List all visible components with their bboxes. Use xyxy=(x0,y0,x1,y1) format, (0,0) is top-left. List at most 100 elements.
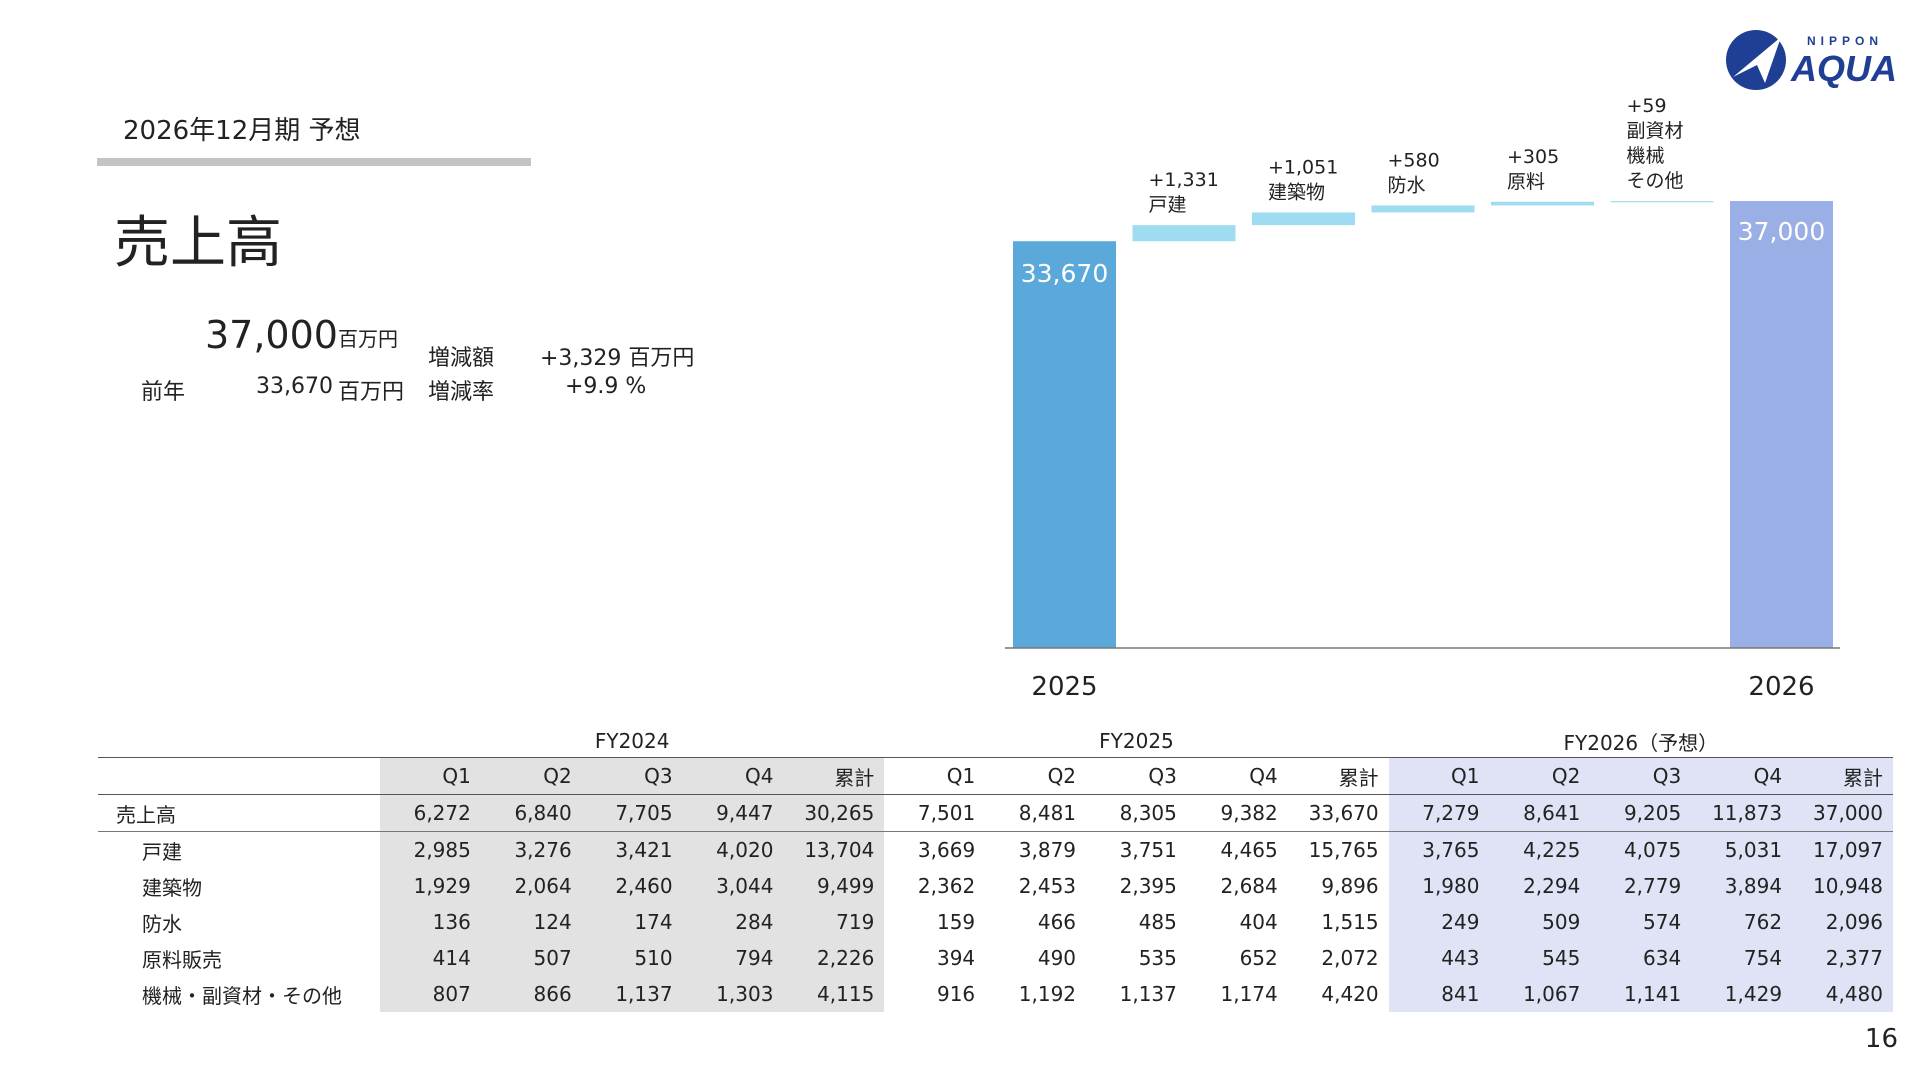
step-label: +59 xyxy=(1627,95,1667,117)
table-row: 防水 136 124 174 284 719 159 466 485 404 1,515 249 509… xyxy=(98,904,1893,940)
table-cell: 4,020 xyxy=(682,831,784,868)
table-cell: 124 xyxy=(480,904,582,940)
table-cell: 762 xyxy=(1691,904,1793,940)
table-cell: 574 xyxy=(1590,904,1692,940)
table-cell: 7,279 xyxy=(1388,794,1490,832)
step-label: +305 xyxy=(1507,146,1559,168)
page-number: 16 xyxy=(1864,1024,1898,1054)
table-cell: 535 xyxy=(1138,946,1177,970)
table-cell: 841 xyxy=(1388,976,1490,1012)
quarter-header: Q1 xyxy=(1388,757,1490,795)
table-cell: 7,705 xyxy=(581,794,683,832)
change-rate-label: 増減率 xyxy=(428,380,495,405)
quarter-header: Q4 xyxy=(682,757,784,795)
sales-waterfall-chart: 33,670 +1,331 戸建 +1,051 建築物 +580 防水 +305 原料 +59 副資… xyxy=(1005,95,1840,702)
quarter-header: Q3 xyxy=(1590,757,1692,795)
table-cell: 5,031 xyxy=(1691,831,1793,868)
table-cell: 2,072 xyxy=(1321,946,1379,970)
quarter-header: Q4 xyxy=(1691,757,1793,795)
table-cell: 7,501 xyxy=(884,794,986,832)
quarter-header: Q3 xyxy=(581,757,683,795)
table-cell: 174 xyxy=(581,904,683,940)
logo-top-text: NIPPON xyxy=(1807,34,1883,48)
table-cell: 6,272 xyxy=(380,794,481,832)
step-bar xyxy=(1491,201,1594,206)
table-cell: 136 xyxy=(380,904,481,940)
quarter-header: Q2 xyxy=(1489,757,1591,795)
table-row: 原料販売 414 507 510 794 2,226 394 490 535 652 2,072 44… xyxy=(98,940,1893,976)
table-cell: 2,985 xyxy=(380,831,481,868)
table-cell: 3,276 xyxy=(480,831,582,868)
table-cell: 37,000 xyxy=(1792,794,1893,832)
table-cell: 652 xyxy=(1239,946,1278,970)
table-cell: 2,779 xyxy=(1590,868,1692,904)
table-cell: 719 xyxy=(783,904,885,940)
quarter-header-row: Q1 Q2 Q3 Q4 累計 Q1 Q2 Q3 Q4 累計 Q1 Q2 Q3 Q4 累計 xyxy=(98,757,1893,795)
table-cell: 3,879 xyxy=(1018,838,1077,862)
row-label: 防水 xyxy=(142,911,182,936)
logo-plane-icon xyxy=(1733,37,1781,83)
table-cell: 507 xyxy=(480,940,582,976)
quarter-header: Q1 xyxy=(884,757,986,795)
header-underline xyxy=(97,158,531,166)
table-cell: 634 xyxy=(1590,940,1692,976)
table-cell: 159 xyxy=(936,910,976,934)
table-cell: 490 xyxy=(1037,946,1077,970)
change-rate-value: +9.9 % xyxy=(565,374,647,399)
prev-year-label: 前年 xyxy=(141,380,186,405)
step-label: 戸建 xyxy=(1149,194,1187,216)
quarter-header: Q4 xyxy=(1186,757,1288,795)
quarter-header: 累計 xyxy=(783,757,885,795)
fiscal-year-row: FY2024 FY2025 FY2026（予想） xyxy=(98,725,1893,758)
table-cell: 4,225 xyxy=(1489,831,1591,868)
row-label: 原料販売 xyxy=(142,947,222,972)
table-cell: 2,395 xyxy=(1119,874,1177,898)
table-cell: 9,447 xyxy=(682,794,784,832)
table-cell: 249 xyxy=(1388,904,1490,940)
fiscal-year-header: FY2026（予想） xyxy=(1563,730,1719,755)
quarterly-sales-table: FY2024 FY2025 FY2026（予想） Q1 Q2 Q3 Q4 累計 Q1 Q2 Q3 Q4… xyxy=(98,725,1893,1012)
table-cell: 916 xyxy=(936,982,976,1006)
table-cell: 2,684 xyxy=(1220,874,1278,898)
table-cell: 1,137 xyxy=(1119,982,1177,1006)
step-label: +1,331 xyxy=(1149,169,1219,191)
period-label: 2026年12月期 予想 xyxy=(123,116,361,146)
table-cell: 3,894 xyxy=(1691,868,1793,904)
table-cell: 2,294 xyxy=(1489,868,1591,904)
table-cell: 2,226 xyxy=(783,940,885,976)
table-cell: 3,044 xyxy=(682,868,784,904)
table-cell: 754 xyxy=(1691,940,1793,976)
table-cell: 1,067 xyxy=(1489,976,1591,1012)
table-cell: 15,765 xyxy=(1308,838,1379,862)
bar-value-label-2025: 33,670 xyxy=(1021,259,1108,288)
fiscal-year-header: FY2024 xyxy=(594,729,670,753)
table-cell: 1,980 xyxy=(1388,868,1490,904)
table-cell: 13,704 xyxy=(783,831,885,868)
row-label: 売上高 xyxy=(98,794,380,832)
table-cell: 8,641 xyxy=(1489,794,1591,832)
table-cell: 9,499 xyxy=(783,868,885,904)
table-cell: 8,481 xyxy=(985,794,1087,832)
bar-value-label-2026: 37,000 xyxy=(1738,217,1825,246)
table-cell: 4,420 xyxy=(1321,982,1379,1006)
table-cell: 1,192 xyxy=(1018,982,1077,1006)
table-cell: 2,453 xyxy=(1018,874,1077,898)
prev-year-value: 33,670 xyxy=(256,374,333,399)
step-bar xyxy=(1610,201,1714,203)
table-cell: 404 xyxy=(1239,910,1278,934)
table-cell: 2,096 xyxy=(1792,904,1893,940)
table-cell: 866 xyxy=(480,976,582,1012)
table-row: 戸建 2,985 3,276 3,421 4,020 13,704 3,669 3,879 3,… xyxy=(98,831,1893,868)
x-label-2025: 2025 xyxy=(1031,672,1097,702)
table-cell: 3,751 xyxy=(1119,838,1177,862)
table-row: 機械・副資材・その他 807 866 1,137 1,303 4,115 916 1,192 1… xyxy=(98,976,1893,1012)
table-cell: 3,669 xyxy=(917,838,976,862)
table-cell: 4,465 xyxy=(1220,838,1278,862)
table-cell: 466 xyxy=(1037,910,1077,934)
sales-value: 37,000 xyxy=(205,313,338,357)
table-cell: 9,382 xyxy=(1186,794,1288,832)
x-label-2026: 2026 xyxy=(1748,672,1814,702)
table-cell: 1,141 xyxy=(1590,976,1692,1012)
table-cell: 443 xyxy=(1388,940,1490,976)
table-cell: 4,075 xyxy=(1590,831,1692,868)
